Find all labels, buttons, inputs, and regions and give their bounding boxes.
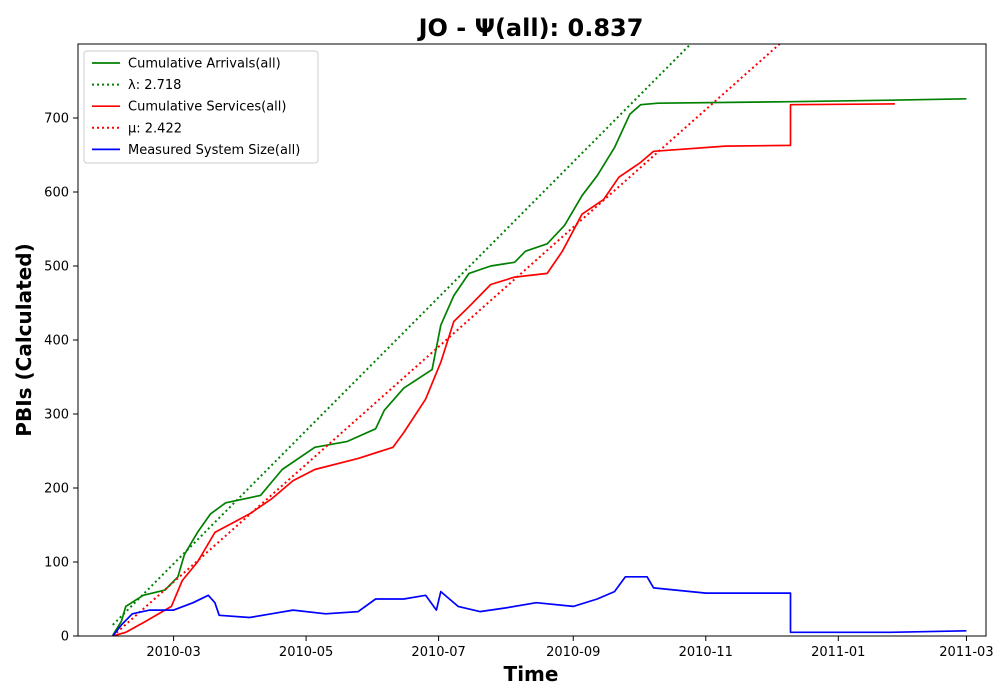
legend-label: μ: 2.422 [128,121,182,136]
series-line-2 [112,103,895,636]
y-tick-label: 0 [61,630,69,645]
y-axis-label: PBIs (Calculated) [12,243,36,436]
x-tick-label: 2010-03 [146,645,200,660]
y-tick-label: 200 [44,482,69,497]
y-tick-label: 600 [44,186,69,201]
y-tick-label: 700 [44,112,69,127]
legend-label: Cumulative Arrivals(all) [128,57,281,72]
series-line-3 [112,44,781,636]
y-tick-label: 100 [44,556,69,571]
x-tick-label: 2010-05 [279,645,333,660]
series-line-0 [112,97,967,636]
legend-box [83,50,319,164]
ticks-layer: 2010-03 2010-05 2010-07 2010-09 2010-11 2011-… [44,112,993,661]
x-tick-label: 2011-01 [811,645,865,660]
legend: Cumulative Arrivals(all) λ: 2.718 Cumulati… [83,50,319,164]
x-tick-label: 2010-07 [411,645,465,660]
series-line-4 [112,575,967,636]
y-tick-label: 400 [44,334,69,349]
chart-title: JO - Ψ(all): 0.837 [417,14,644,42]
legend-label: Measured System Size(all) [128,143,300,158]
series-layer [112,44,967,636]
y-tick-label: 300 [44,408,69,423]
x-tick-label: 2010-11 [679,645,733,660]
y-tick-label: 500 [44,260,69,275]
legend-label: λ: 2.718 [128,78,181,93]
x-tick-label: 2011-03 [939,645,993,660]
x-tick-label: 2010-09 [546,645,600,660]
x-axis-label: Time [504,662,559,686]
series-line-1 [112,44,692,626]
legend-label: Cumulative Services(all) [128,100,286,115]
